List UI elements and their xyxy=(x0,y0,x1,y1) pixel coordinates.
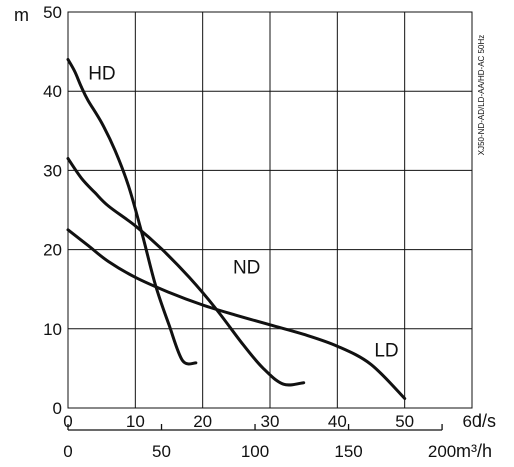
x-tick-label: 50 xyxy=(395,412,414,431)
x-tick-label: 20 xyxy=(193,412,212,431)
secondary-x-tick-label: 50 xyxy=(152,442,171,461)
y-tick-label: 0 xyxy=(53,399,62,418)
curve-ld xyxy=(66,228,407,400)
curve-hd xyxy=(66,58,198,366)
model-note: XJ50-ND-AD/LD-AA/HD-AC 50Hz xyxy=(477,35,486,155)
y-tick-label: 10 xyxy=(43,320,62,339)
curves xyxy=(66,58,407,400)
y-axis-unit-label: m xyxy=(14,5,29,25)
y-tick-label: 20 xyxy=(43,241,62,260)
secondary-x-tick-label: 150 xyxy=(334,442,362,461)
x-tick-label: 0 xyxy=(63,412,72,431)
labels: 0 10 20 30 40 50 60 0 10 20 30 40 50 0 50 100 150 200 HD ND… xyxy=(43,3,481,461)
y-tick-label: 30 xyxy=(43,161,62,180)
x-tick-label: 40 xyxy=(328,412,347,431)
grid xyxy=(67,11,473,431)
y-tick-label: 50 xyxy=(43,3,62,22)
secondary-x-tick-label: 100 xyxy=(241,442,269,461)
x-tick-label: 10 xyxy=(126,412,145,431)
curve-label-hd: HD xyxy=(88,63,115,84)
x-tick-label: 30 xyxy=(261,412,280,431)
secondary-x-tick-label: 200 xyxy=(428,442,456,461)
secondary-x-tick-label: 0 xyxy=(63,442,72,461)
x-axis-unit-label: l/s xyxy=(478,411,496,431)
curve-label-nd: ND xyxy=(233,257,260,278)
curve-nd xyxy=(66,157,306,387)
secondary-x-axis-unit-label: m³/h xyxy=(456,441,492,461)
y-tick-label: 40 xyxy=(43,82,62,101)
x-tick-label: 60 xyxy=(463,412,482,431)
curve-label-ld: LD xyxy=(374,341,398,362)
